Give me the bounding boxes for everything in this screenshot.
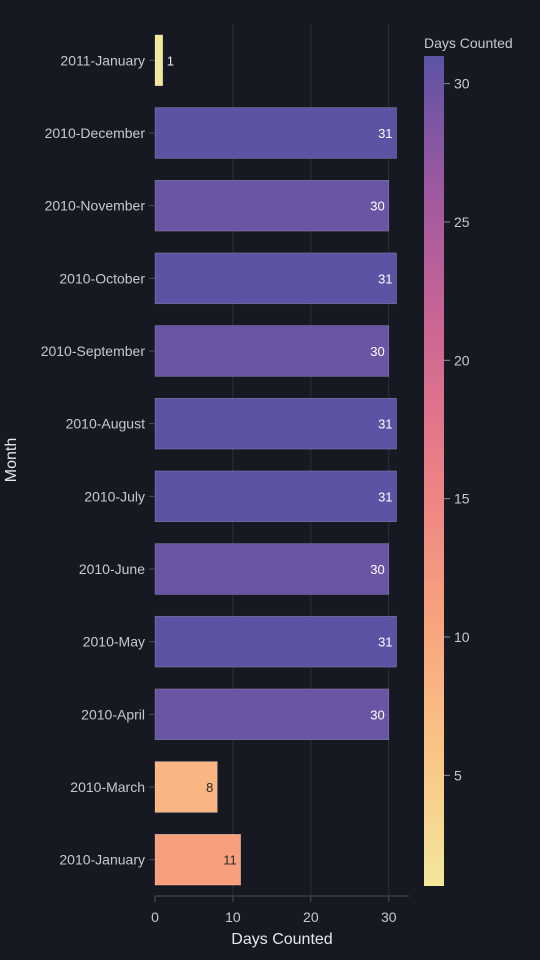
- bar-2010-july[interactable]: [154, 470, 397, 523]
- bar-value-label-2010-october: 31: [378, 271, 392, 286]
- gridlines: [232, 24, 390, 896]
- bar-value-label-2010-july: 31: [378, 489, 392, 504]
- bars: [154, 34, 397, 886]
- bar-2010-november[interactable]: [154, 179, 389, 232]
- colorbar-tick-label-25: 25: [454, 214, 470, 230]
- y-tick-label-2010-april: 2010-April: [81, 706, 145, 722]
- bar-value-label-2010-march: 8: [206, 780, 213, 795]
- colorbar: Days Counted 5 10 15 20 25 30: [424, 35, 513, 886]
- bar-2010-october[interactable]: [154, 252, 397, 305]
- y-tick-label-2010-august: 2010-August: [66, 416, 146, 432]
- bar-2010-march[interactable]: [154, 761, 218, 813]
- bar-2010-june[interactable]: [154, 543, 389, 595]
- bar-value-label-2011-january: 1: [167, 53, 174, 68]
- y-axis-title: Month: [3, 438, 20, 482]
- colorbar-tick-label-30: 30: [454, 76, 470, 92]
- y-tick-label-2010-july: 2010-July: [84, 488, 145, 504]
- axes: 2011-January 2010-December 2010-November 20…: [41, 52, 409, 925]
- y-tick-label-2010-december: 2010-December: [45, 125, 146, 141]
- bar-value-label-2010-december: 31: [378, 126, 392, 141]
- colorbar-tick-label-15: 15: [454, 491, 470, 507]
- bar-2010-december[interactable]: [154, 107, 397, 159]
- bar-2010-august[interactable]: [154, 397, 397, 450]
- bar-value-label-2010-january: 11: [223, 853, 237, 868]
- bar-2010-may[interactable]: [154, 615, 397, 668]
- bar-2010-september[interactable]: [154, 325, 389, 377]
- bar-value-label-2010-november: 30: [370, 199, 384, 214]
- bar-value-label-2010-may: 31: [378, 635, 392, 650]
- colorbar-tick-label-10: 10: [454, 629, 470, 645]
- bar-value-label-2010-april: 30: [370, 707, 384, 722]
- y-tick-label-2010-november: 2010-November: [45, 198, 146, 214]
- y-tick-label-2010-september: 2010-September: [41, 343, 146, 359]
- y-tick-label-2010-june: 2010-June: [79, 561, 145, 577]
- y-tick-label-2010-october: 2010-October: [59, 270, 145, 286]
- bar-value-label-2010-september: 30: [370, 344, 384, 359]
- bar-value-label-2010-august: 31: [378, 417, 392, 432]
- bar-2010-january[interactable]: [154, 833, 241, 886]
- bar-2010-april[interactable]: [154, 688, 389, 741]
- bar-2011-january[interactable]: [154, 34, 164, 87]
- x-axis-title: Days Counted: [231, 931, 332, 948]
- y-tick-label-2010-january: 2010-January: [59, 852, 145, 868]
- colorbar-tick-label-5: 5: [454, 767, 462, 783]
- x-tick-label-10: 10: [225, 909, 241, 925]
- x-tick-label-0: 0: [151, 909, 159, 925]
- colorbar-title: Days Counted: [424, 35, 513, 51]
- bar-value-label-2010-june: 30: [370, 562, 384, 577]
- x-tick-label-30: 30: [381, 909, 397, 925]
- y-tick-label-2010-may: 2010-May: [83, 634, 145, 650]
- x-tick-label-20: 20: [303, 909, 319, 925]
- colorbar-gradient: [424, 56, 444, 886]
- bar-labels: 1 31 30 31 30 31 31 30 31 30 8 11: [167, 53, 393, 867]
- y-tick-label-2011-january: 2011-January: [60, 52, 145, 68]
- y-tick-label-2010-march: 2010-March: [70, 779, 145, 795]
- colorbar-tick-label-20: 20: [454, 352, 470, 368]
